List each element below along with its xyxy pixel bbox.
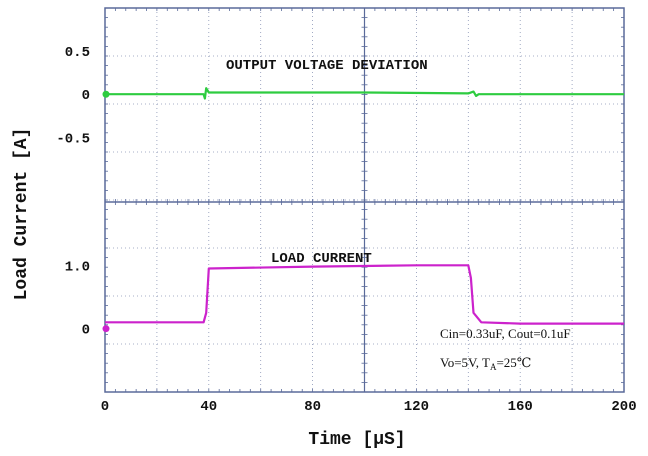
voltage-trace xyxy=(105,87,624,100)
x-axis-label: Time [μS] xyxy=(308,430,405,450)
x-tick-label: 120 xyxy=(404,399,429,415)
y-tick-label: 0 xyxy=(82,323,90,339)
note-subscript-a: A xyxy=(490,362,497,372)
note-capacitors: Cin=0.33uF, Cout=0.1uF xyxy=(440,326,571,341)
ground-marker xyxy=(102,325,110,333)
note-temp-text: =25℃ xyxy=(496,355,531,370)
ground-marker xyxy=(102,90,110,98)
y-tick-label: 0 xyxy=(82,88,90,104)
y-axis-label: Load Current [A] xyxy=(12,128,32,301)
y-tick-label: -0.5 xyxy=(56,131,90,147)
x-tick-label: 0 xyxy=(101,399,109,415)
x-tick-label: 200 xyxy=(611,399,636,415)
note-conditions: Vo=5V, TA=25℃ xyxy=(440,355,531,372)
traces xyxy=(102,87,624,333)
y-tick-label: 1.0 xyxy=(65,259,90,275)
labels: 0.5 0 -0.5 1.0 0 0 40 80 120 160 200 xyxy=(56,45,636,415)
top-annotation: OUTPUT VOLTAGE DEVIATION xyxy=(226,58,428,74)
note-vo-text: Vo=5V, T xyxy=(440,355,490,370)
y-tick-label: 0.5 xyxy=(65,45,90,61)
x-tick-label: 160 xyxy=(508,399,533,415)
x-tick-label: 40 xyxy=(200,399,217,415)
bottom-annotation: LOAD CURRENT xyxy=(271,251,372,267)
current-trace xyxy=(105,264,624,325)
x-tick-label: 80 xyxy=(304,399,321,415)
